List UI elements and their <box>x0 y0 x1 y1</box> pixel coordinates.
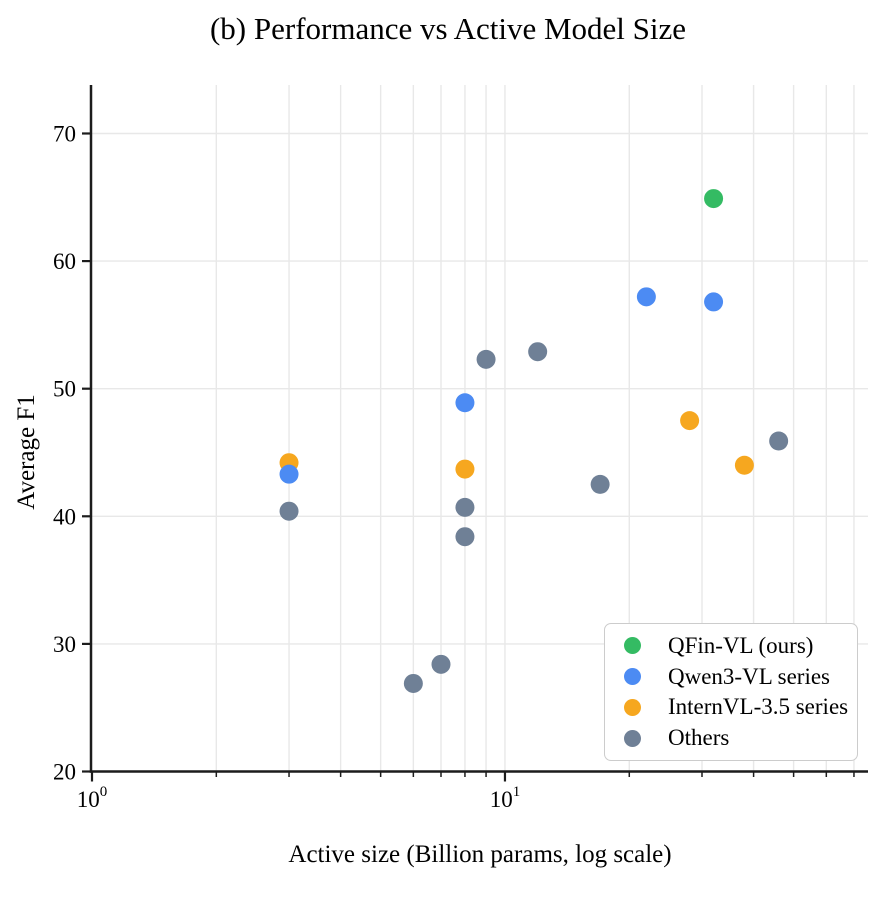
legend: QFin-VL (ours) Qwen3-VL series InternVL-3.… <box>604 623 858 761</box>
legend-marker-icon <box>624 698 641 716</box>
y-tick-label: 70 <box>53 121 76 146</box>
legend-item-0: QFin-VL (ours) <box>624 633 853 659</box>
legend-label: Qwen3-VL series <box>668 663 831 689</box>
data-point-others <box>590 474 610 494</box>
legend-label: QFin-VL (ours) <box>668 632 814 658</box>
data-point-others <box>769 431 789 451</box>
data-point-others <box>528 342 548 362</box>
data-point-internvl-3-5-series <box>734 455 754 475</box>
y-tick-label: 50 <box>53 377 76 402</box>
y-tick-label: 60 <box>53 249 76 274</box>
legend-label: Others <box>668 725 730 751</box>
x-axis-label: Active size (Billion params, log scale) <box>288 841 672 868</box>
data-point-qwen3-vl-series <box>279 464 299 484</box>
legend-item-1: Qwen3-VL series <box>624 664 853 690</box>
data-point-qfin-vl-ours <box>704 189 724 209</box>
legend-marker-icon <box>624 729 641 747</box>
chart-title: (b) Performance vs Active Model Size <box>209 11 687 46</box>
y-tick-label: 30 <box>53 632 76 657</box>
data-point-others <box>476 349 496 369</box>
y-tick-label: 20 <box>53 760 76 785</box>
x-tick-label: 101 <box>490 784 521 812</box>
data-point-qwen3-vl-series <box>704 292 724 312</box>
legend-item-2: InternVL-3.5 series <box>624 694 853 720</box>
legend-label: InternVL-3.5 series <box>668 694 849 720</box>
x-tick-label: 100 <box>77 784 108 812</box>
data-point-qwen3-vl-series <box>636 287 656 307</box>
data-point-others <box>279 501 299 521</box>
data-point-internvl-3-5-series <box>680 411 700 431</box>
data-point-internvl-3-5-series <box>455 459 475 479</box>
data-point-others <box>455 527 475 547</box>
legend-marker-icon <box>624 668 641 686</box>
data-point-others <box>403 673 423 693</box>
legend-item-3: Others <box>624 725 853 751</box>
y-tick-label: 40 <box>53 504 76 529</box>
data-point-qwen3-vl-series <box>455 393 475 413</box>
data-point-others <box>431 654 451 674</box>
legend-marker-icon <box>624 637 641 655</box>
data-point-others <box>455 497 475 517</box>
